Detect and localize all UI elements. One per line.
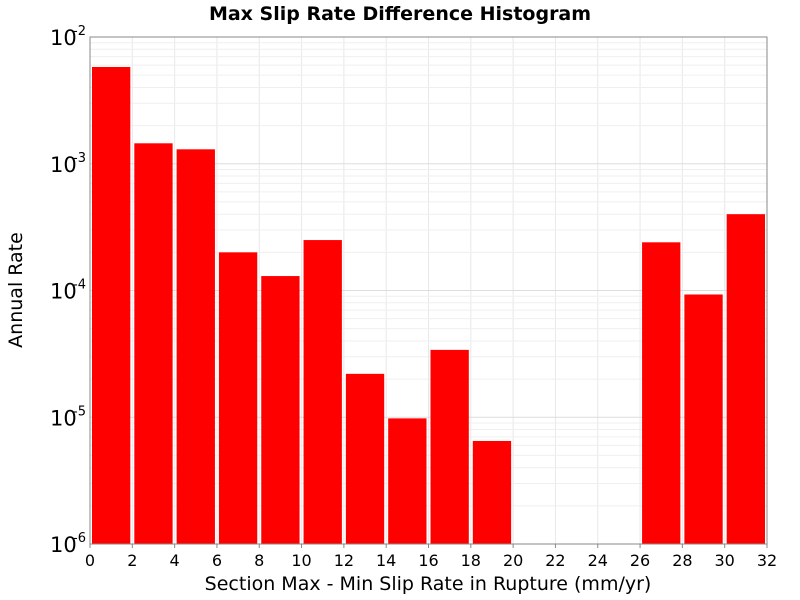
histogram-bar	[430, 349, 469, 544]
y-tick-exponent: -4	[73, 278, 86, 293]
y-tick-exponent: -2	[73, 24, 86, 39]
histogram-bar	[642, 242, 681, 544]
histogram-bar	[218, 252, 258, 544]
x-tick-label: 10	[291, 551, 311, 570]
y-tick-exponent: -5	[73, 404, 86, 419]
x-tick-label: 4	[170, 551, 180, 570]
histogram-bar	[176, 149, 215, 544]
histogram-bar	[684, 294, 723, 544]
bars	[92, 66, 765, 545]
y-axis-label: Annual Rate	[5, 232, 27, 348]
x-tick-label: 20	[503, 551, 523, 570]
x-axis-ticks: 0 2 4 6 8 10 12 14 16 18 20 22 24 26 28 30 32	[85, 544, 777, 570]
histogram-bar	[472, 440, 512, 544]
y-axis-ticks: 10-610-510-410-310-2	[50, 24, 86, 557]
x-tick-label: 0	[85, 551, 95, 570]
y-tick-label: 10	[50, 26, 77, 50]
y-tick-label: 10	[50, 533, 77, 557]
x-tick-label: 22	[545, 551, 565, 570]
histogram-bar	[134, 143, 173, 544]
x-axis-label: Section Max - Min Slip Rate in Rupture (…	[205, 573, 652, 595]
chart-title: Max Slip Rate Difference Histogram	[209, 3, 591, 25]
x-tick-label: 24	[588, 551, 608, 570]
histogram-bar	[726, 214, 765, 544]
histogram-bar	[345, 373, 385, 544]
y-tick-label: 10	[50, 406, 77, 430]
x-tick-label: 6	[212, 551, 222, 570]
y-tick-exponent: -6	[73, 531, 86, 546]
x-tick-label: 28	[672, 551, 692, 570]
x-tick-label: 14	[376, 551, 396, 570]
x-tick-label: 32	[757, 551, 777, 570]
x-tick-label: 16	[418, 551, 438, 570]
x-tick-label: 2	[127, 551, 137, 570]
histogram-bar	[92, 66, 131, 544]
histogram-bar	[388, 418, 427, 544]
histogram-bar	[303, 240, 342, 545]
y-tick-label: 10	[50, 153, 77, 177]
x-tick-label: 26	[630, 551, 650, 570]
x-tick-label: 18	[461, 551, 481, 570]
x-tick-label: 12	[334, 551, 354, 570]
x-tick-label: 30	[715, 551, 735, 570]
x-tick-label: 8	[254, 551, 264, 570]
histogram-bar	[261, 276, 300, 544]
y-tick-label: 10	[50, 280, 77, 304]
y-tick-exponent: -3	[73, 151, 86, 166]
